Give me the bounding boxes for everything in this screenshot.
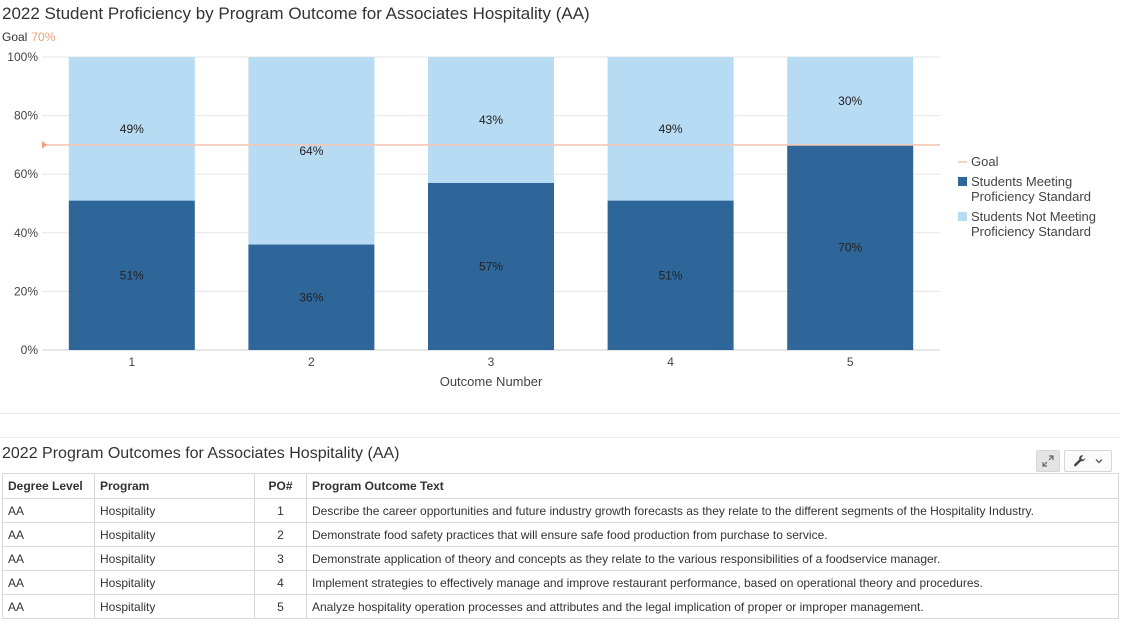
bar-data-label: 30% (838, 94, 862, 108)
table-row: AA Hospitality 5 Analyze hospitality ope… (2, 594, 1119, 619)
legend-label: Goal (971, 154, 999, 169)
bar-data-label: 36% (299, 290, 323, 304)
column-header-outcome-text[interactable]: Program Outcome Text (306, 473, 1119, 499)
legend-not-meeting-swatch (958, 212, 967, 221)
cell-degree-level: AA (2, 498, 95, 523)
cell-program: Hospitality (94, 546, 255, 571)
table-header-row: Degree Level Program PO# Program Outcome… (2, 473, 1119, 499)
column-header-degree-level[interactable]: Degree Level (2, 473, 95, 499)
bar-data-label: 51% (659, 268, 683, 282)
section-divider (0, 437, 1120, 438)
cell-po-number: 1 (254, 498, 307, 523)
y-tick-label: 60% (14, 167, 38, 181)
wrench-icon (1074, 455, 1086, 467)
cell-po-number: 4 (254, 570, 307, 595)
cell-program: Hospitality (94, 594, 255, 619)
bar-not-meeting-standard (787, 57, 914, 145)
table-row: AA Hospitality 2 Demonstrate food safety… (2, 522, 1119, 547)
cell-program: Hospitality (94, 570, 255, 595)
y-tick-label: 20% (14, 284, 38, 298)
x-tick-label: 3 (488, 355, 495, 369)
y-tick-label: 80% (14, 109, 38, 123)
x-tick-label: 1 (128, 355, 135, 369)
bar-meeting-standard (787, 144, 914, 350)
legend-meeting-swatch (958, 177, 967, 186)
bar-data-label: 57% (479, 259, 503, 273)
bar-data-label: 49% (120, 122, 144, 136)
table-row: AA Hospitality 3 Demonstrate application… (2, 546, 1119, 571)
cell-po-number: 3 (254, 546, 307, 571)
bar-data-label: 43% (479, 113, 503, 127)
x-tick-label: 4 (667, 355, 674, 369)
legend-label: Proficiency Standard (971, 189, 1091, 204)
settings-menu-button[interactable] (1064, 450, 1112, 472)
chart-title: 2022 Student Proficiency by Program Outc… (2, 4, 590, 23)
bar-not-meeting-standard (607, 57, 734, 201)
cell-po-number: 5 (254, 594, 307, 619)
bar-meeting-standard (428, 182, 554, 350)
legend-label: Students Not Meeting (971, 209, 1096, 224)
cell-degree-level: AA (2, 570, 95, 595)
cell-outcome-text: Analyze hospitality operation processes … (306, 594, 1119, 619)
chevron-down-icon (1095, 459, 1103, 464)
expand-icon (1042, 455, 1054, 467)
cell-program: Hospitality (94, 498, 255, 523)
column-header-program[interactable]: Program (94, 473, 255, 499)
goal-summary-label: Goal (2, 30, 28, 44)
x-tick-label: 5 (847, 355, 854, 369)
bar-data-label: 51% (120, 268, 144, 282)
bar-data-label: 70% (838, 240, 862, 254)
goal-marker (42, 140, 47, 149)
x-tick-label: 2 (308, 355, 315, 369)
bar-not-meeting-standard (428, 57, 554, 183)
bar-meeting-standard (248, 244, 375, 350)
bar-meeting-standard (68, 200, 195, 350)
column-header-po-number[interactable]: PO# (254, 473, 307, 499)
cell-degree-level: AA (2, 522, 95, 547)
cell-outcome-text: Demonstrate application of theory and co… (306, 546, 1119, 571)
bar-data-label: 49% (659, 122, 683, 136)
y-tick-label: 40% (14, 226, 38, 240)
cell-degree-level: AA (2, 546, 95, 571)
table-row: AA Hospitality 4 Implement strategies to… (2, 570, 1119, 595)
cell-outcome-text: Implement strategies to effectively mana… (306, 570, 1119, 595)
cell-po-number: 2 (254, 522, 307, 547)
section-divider (0, 413, 1120, 414)
bar-not-meeting-standard (248, 57, 375, 245)
bar-data-label: 64% (299, 144, 323, 158)
cell-outcome-text: Describe the career opportunities and fu… (306, 498, 1119, 523)
table-title: 2022 Program Outcomes for Associates Hos… (2, 445, 400, 462)
program-outcomes-table: Degree Level Program PO# Program Outcome… (2, 473, 1119, 619)
legend-label: Students Meeting (971, 174, 1072, 189)
bar-not-meeting-standard (68, 57, 195, 201)
cell-degree-level: AA (2, 594, 95, 619)
bar-meeting-standard (607, 200, 734, 350)
cell-outcome-text: Demonstrate food safety practices that w… (306, 522, 1119, 547)
goal-summary: Goal 70% (2, 30, 55, 44)
expand-button[interactable] (1036, 450, 1060, 472)
x-axis-title: Outcome Number (440, 374, 543, 389)
cell-program: Hospitality (94, 522, 255, 547)
table-row: AA Hospitality 1 Describe the career opp… (2, 498, 1119, 523)
y-tick-label: 100% (7, 50, 38, 64)
y-tick-label: 0% (21, 343, 39, 357)
goal-summary-value: 70% (31, 30, 56, 44)
legend-label: Proficiency Standard (971, 224, 1091, 239)
proficiency-chart: 0% 20% 40% 60% 80% 100% 51% 49% 1 36% 64% 2 57% 43% 3 5… (7, 50, 1096, 389)
